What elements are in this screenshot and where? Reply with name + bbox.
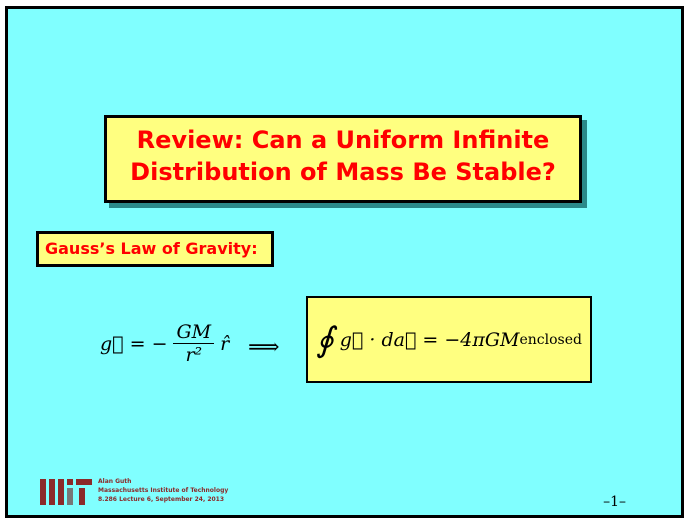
denominator: r² [185, 344, 203, 366]
slide: Review: Can a Uniform Infinite Distribut… [5, 6, 684, 518]
unit-vector: r̂ [220, 332, 230, 355]
equation-body: g⃗ · da⃗ = −4πGM [339, 328, 520, 351]
implies-arrow: ⟹ [248, 335, 280, 360]
title-line-2: Distribution of Mass Be Stable? [130, 158, 556, 186]
footer-institution: Massachusetts Institute of Technology [98, 487, 229, 494]
contour-integral-symbol: ∮ [316, 319, 334, 360]
equation-lhs: g⃗ = − [100, 332, 168, 355]
numerator: GM [173, 321, 215, 344]
footer-author: Alan Guth [98, 478, 132, 485]
gravity-equation: g⃗ = − GM r² r̂ [100, 321, 229, 366]
title-line-1: Review: Can a Uniform Infinite [136, 126, 550, 154]
subheading: Gauss’s Law of Gravity: [36, 231, 274, 267]
slide-title: Review: Can a Uniform Infinite Distribut… [104, 115, 582, 203]
footer: Alan Guth Massachusetts Institute of Tec… [98, 477, 228, 504]
equation-subscript: enclosed [519, 331, 582, 348]
mit-logo [40, 479, 92, 505]
footer-lecture: 8.286 Lecture 6, September 24, 2013 [98, 496, 225, 503]
page-number: –1– [603, 494, 626, 510]
gauss-law-equation-box: ∮ g⃗ · da⃗ = −4πGM enclosed [306, 296, 592, 383]
fraction: GM r² [173, 321, 215, 366]
